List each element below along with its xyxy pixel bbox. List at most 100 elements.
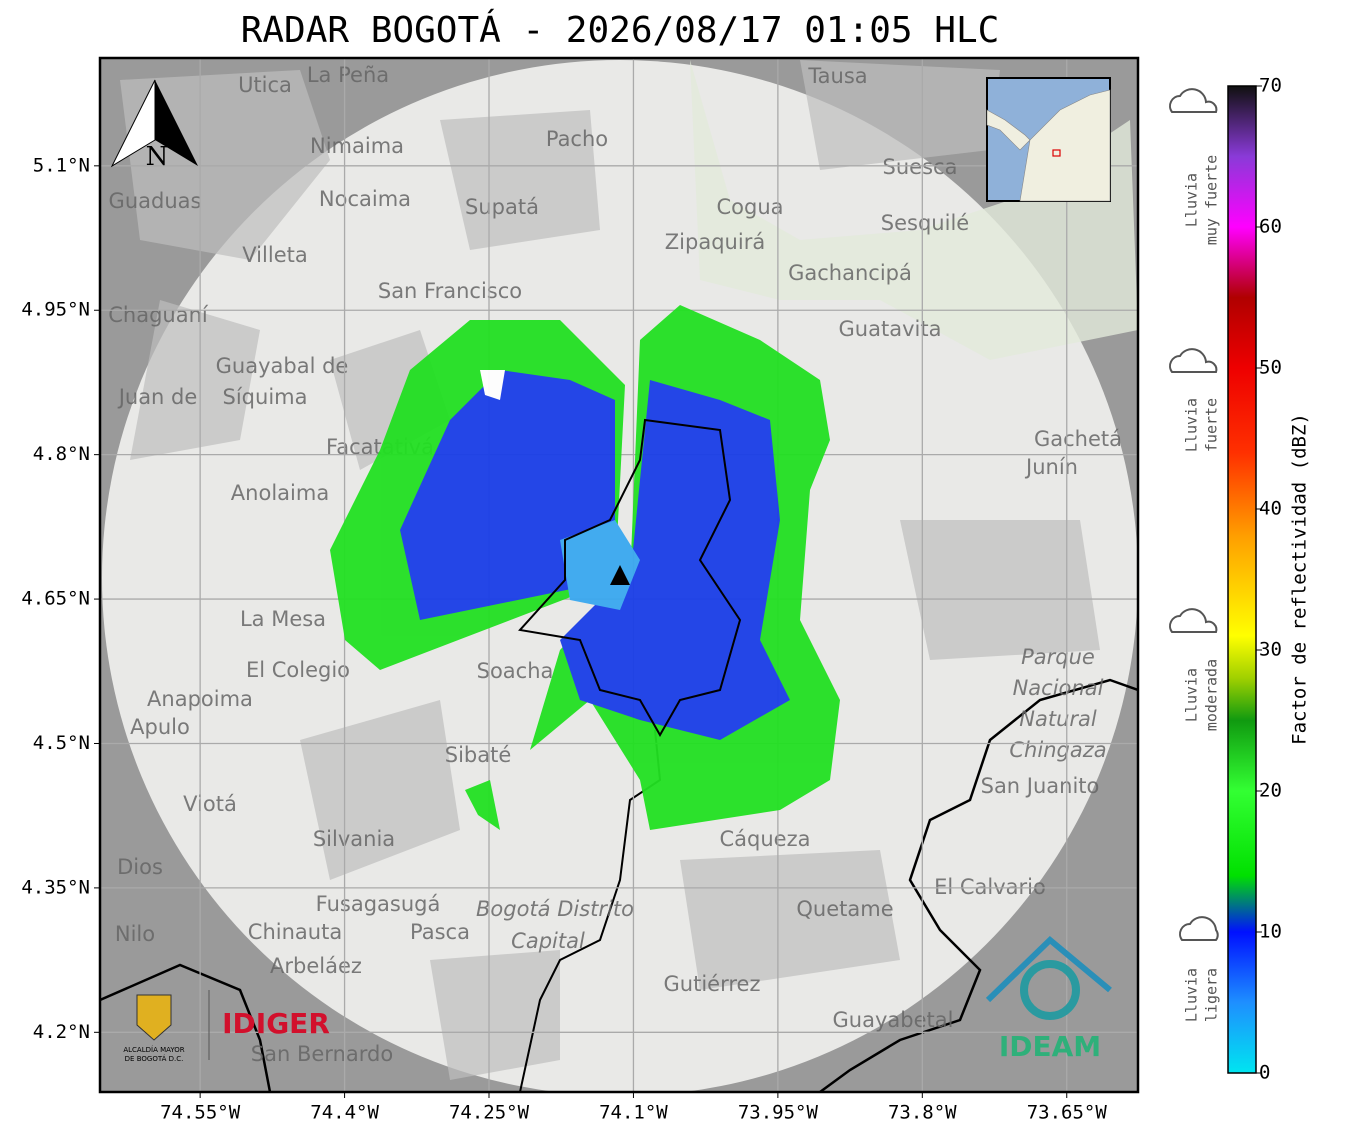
place: Anolaima bbox=[231, 481, 329, 505]
colorbar-tick-label: 60 bbox=[1259, 216, 1282, 238]
x-tick-label: 73.8°W bbox=[888, 1102, 957, 1124]
colorbar-tick-label: 20 bbox=[1259, 780, 1282, 802]
place: El Colegio bbox=[246, 658, 350, 682]
place: Nocaima bbox=[319, 187, 411, 211]
places: La Peña Utica Tausa Pacho Nimaima Suesca… bbox=[108, 63, 1122, 1066]
place: Chingaza bbox=[1009, 738, 1106, 762]
alcaldia-logo: ALCALDÍA MAYOR DE BOGOTÁ D.C. IDIGER bbox=[123, 990, 330, 1063]
colorbar-label: Factor de reflectividad (dBZ) bbox=[1289, 413, 1311, 745]
x-tick-label: 74.1°W bbox=[599, 1102, 668, 1124]
north-arrow: N bbox=[110, 79, 198, 172]
place: Guayabetal bbox=[833, 1008, 954, 1032]
colorbar-tick-label: 10 bbox=[1259, 921, 1282, 943]
y-tick-label: 4.5°N bbox=[33, 732, 90, 754]
place: Tausa bbox=[807, 64, 867, 88]
place: Gutiérrez bbox=[664, 972, 761, 996]
place: Gachancipá bbox=[788, 261, 912, 285]
place: Villeta bbox=[242, 243, 307, 267]
place: Sesquilé bbox=[881, 211, 969, 235]
place: Cogua bbox=[716, 195, 783, 219]
rain-category: fuerte bbox=[1203, 398, 1221, 452]
ideam-logo: IDEAM bbox=[985, 935, 1112, 1063]
idiger: IDIGER bbox=[222, 1007, 330, 1040]
place: Zipaquirá bbox=[665, 230, 765, 254]
rain-category: muy fuerte bbox=[1203, 155, 1221, 245]
place: Silvania bbox=[313, 827, 395, 851]
place: Arbeláez bbox=[270, 954, 362, 978]
place: Viotá bbox=[183, 792, 237, 816]
y-tick-label: 4.95°N bbox=[21, 299, 90, 321]
place: Cáqueza bbox=[720, 827, 811, 851]
place: Bogotá Distrito bbox=[476, 897, 634, 921]
y-tick-label: 4.8°N bbox=[33, 443, 90, 465]
place: Chaguaní bbox=[108, 303, 209, 327]
place: La Mesa bbox=[240, 607, 326, 631]
place: San Juanito bbox=[981, 774, 1100, 798]
north-label: N bbox=[146, 142, 169, 172]
place: Síquima bbox=[223, 385, 308, 409]
x-tick-label: 74.55°W bbox=[160, 1102, 241, 1124]
place: Junín bbox=[1024, 455, 1078, 479]
title: RADAR BOGOTÁ - 2026/08/17 01:05 HLC bbox=[241, 9, 1000, 51]
radar-echoes bbox=[330, 305, 840, 830]
colorbar-tick-label: 50 bbox=[1259, 357, 1282, 379]
place: Soacha bbox=[477, 659, 554, 683]
y-tick-label: 4.65°N bbox=[21, 588, 90, 610]
place: Guayabal de bbox=[216, 354, 349, 378]
rain-category: Lluvia bbox=[1183, 398, 1201, 452]
place: San Francisco bbox=[378, 279, 522, 303]
x-tick-label: 74.4°W bbox=[310, 1102, 379, 1124]
place: Nilo bbox=[115, 922, 155, 946]
radar-site bbox=[610, 565, 630, 585]
place: La Peña bbox=[307, 63, 389, 87]
rain-category: Lluvia bbox=[1183, 668, 1201, 722]
map: La Peña Utica Tausa Pacho Nimaima Suesca… bbox=[100, 58, 1138, 1092]
bogota-boundary bbox=[518, 418, 742, 738]
rain-category: ligera bbox=[1203, 968, 1221, 1022]
x-tick-label: 73.95°W bbox=[738, 1102, 819, 1124]
colorbar-tick-label: 30 bbox=[1259, 639, 1282, 661]
place: Gachetá bbox=[1034, 427, 1122, 451]
place: Fusagasugá bbox=[316, 892, 441, 916]
place: Supatá bbox=[465, 195, 539, 219]
lowland bbox=[690, 60, 1138, 360]
y-tick-label: 4.35°N bbox=[21, 876, 90, 898]
colorbar-tick-label: 40 bbox=[1259, 498, 1282, 520]
place: Natural bbox=[1019, 707, 1097, 731]
place: Utica bbox=[238, 73, 292, 97]
rain-category: moderada bbox=[1203, 659, 1221, 731]
place: Nimaima bbox=[310, 134, 404, 158]
y-tick-label: 4.2°N bbox=[33, 1021, 90, 1043]
place: Juan de bbox=[117, 385, 198, 409]
place: Guatavita bbox=[839, 317, 942, 341]
place: Quetame bbox=[796, 897, 893, 921]
colorbar-tick-label: 0 bbox=[1259, 1062, 1270, 1084]
place: Chinauta bbox=[248, 920, 342, 944]
place: El Calvario bbox=[934, 875, 1046, 899]
map-frame bbox=[98, 56, 1140, 1094]
boundary bbox=[819, 678, 1138, 1092]
rain-icons bbox=[1169, 88, 1219, 941]
place: Apulo bbox=[130, 715, 190, 739]
place: San Bernardo bbox=[251, 1042, 393, 1066]
rain-category: Lluvia bbox=[1183, 173, 1201, 227]
rain-category: Lluvia bbox=[1183, 968, 1201, 1022]
place: Guaduas bbox=[109, 189, 202, 213]
ideam: IDEAM bbox=[999, 1030, 1101, 1063]
terrain bbox=[120, 60, 1100, 1080]
colorbar-tick-label: 70 bbox=[1259, 75, 1282, 97]
logo-text: ALCALDÍA MAYOR bbox=[123, 1045, 184, 1054]
x-tick-label: 73.65°W bbox=[1027, 1102, 1108, 1124]
place: Pacho bbox=[546, 127, 608, 151]
y-tick-label: 5.1°N bbox=[33, 154, 90, 176]
x-tick-label: 74.25°W bbox=[449, 1102, 530, 1124]
boundary bbox=[100, 963, 272, 1092]
place: Parque bbox=[1021, 645, 1095, 669]
colorbar bbox=[1227, 85, 1257, 1074]
logo-text: DE BOGOTÁ D.C. bbox=[125, 1054, 184, 1063]
place: Pasca bbox=[410, 920, 470, 944]
place: Sibaté bbox=[445, 743, 512, 767]
place: Dios bbox=[117, 855, 163, 879]
